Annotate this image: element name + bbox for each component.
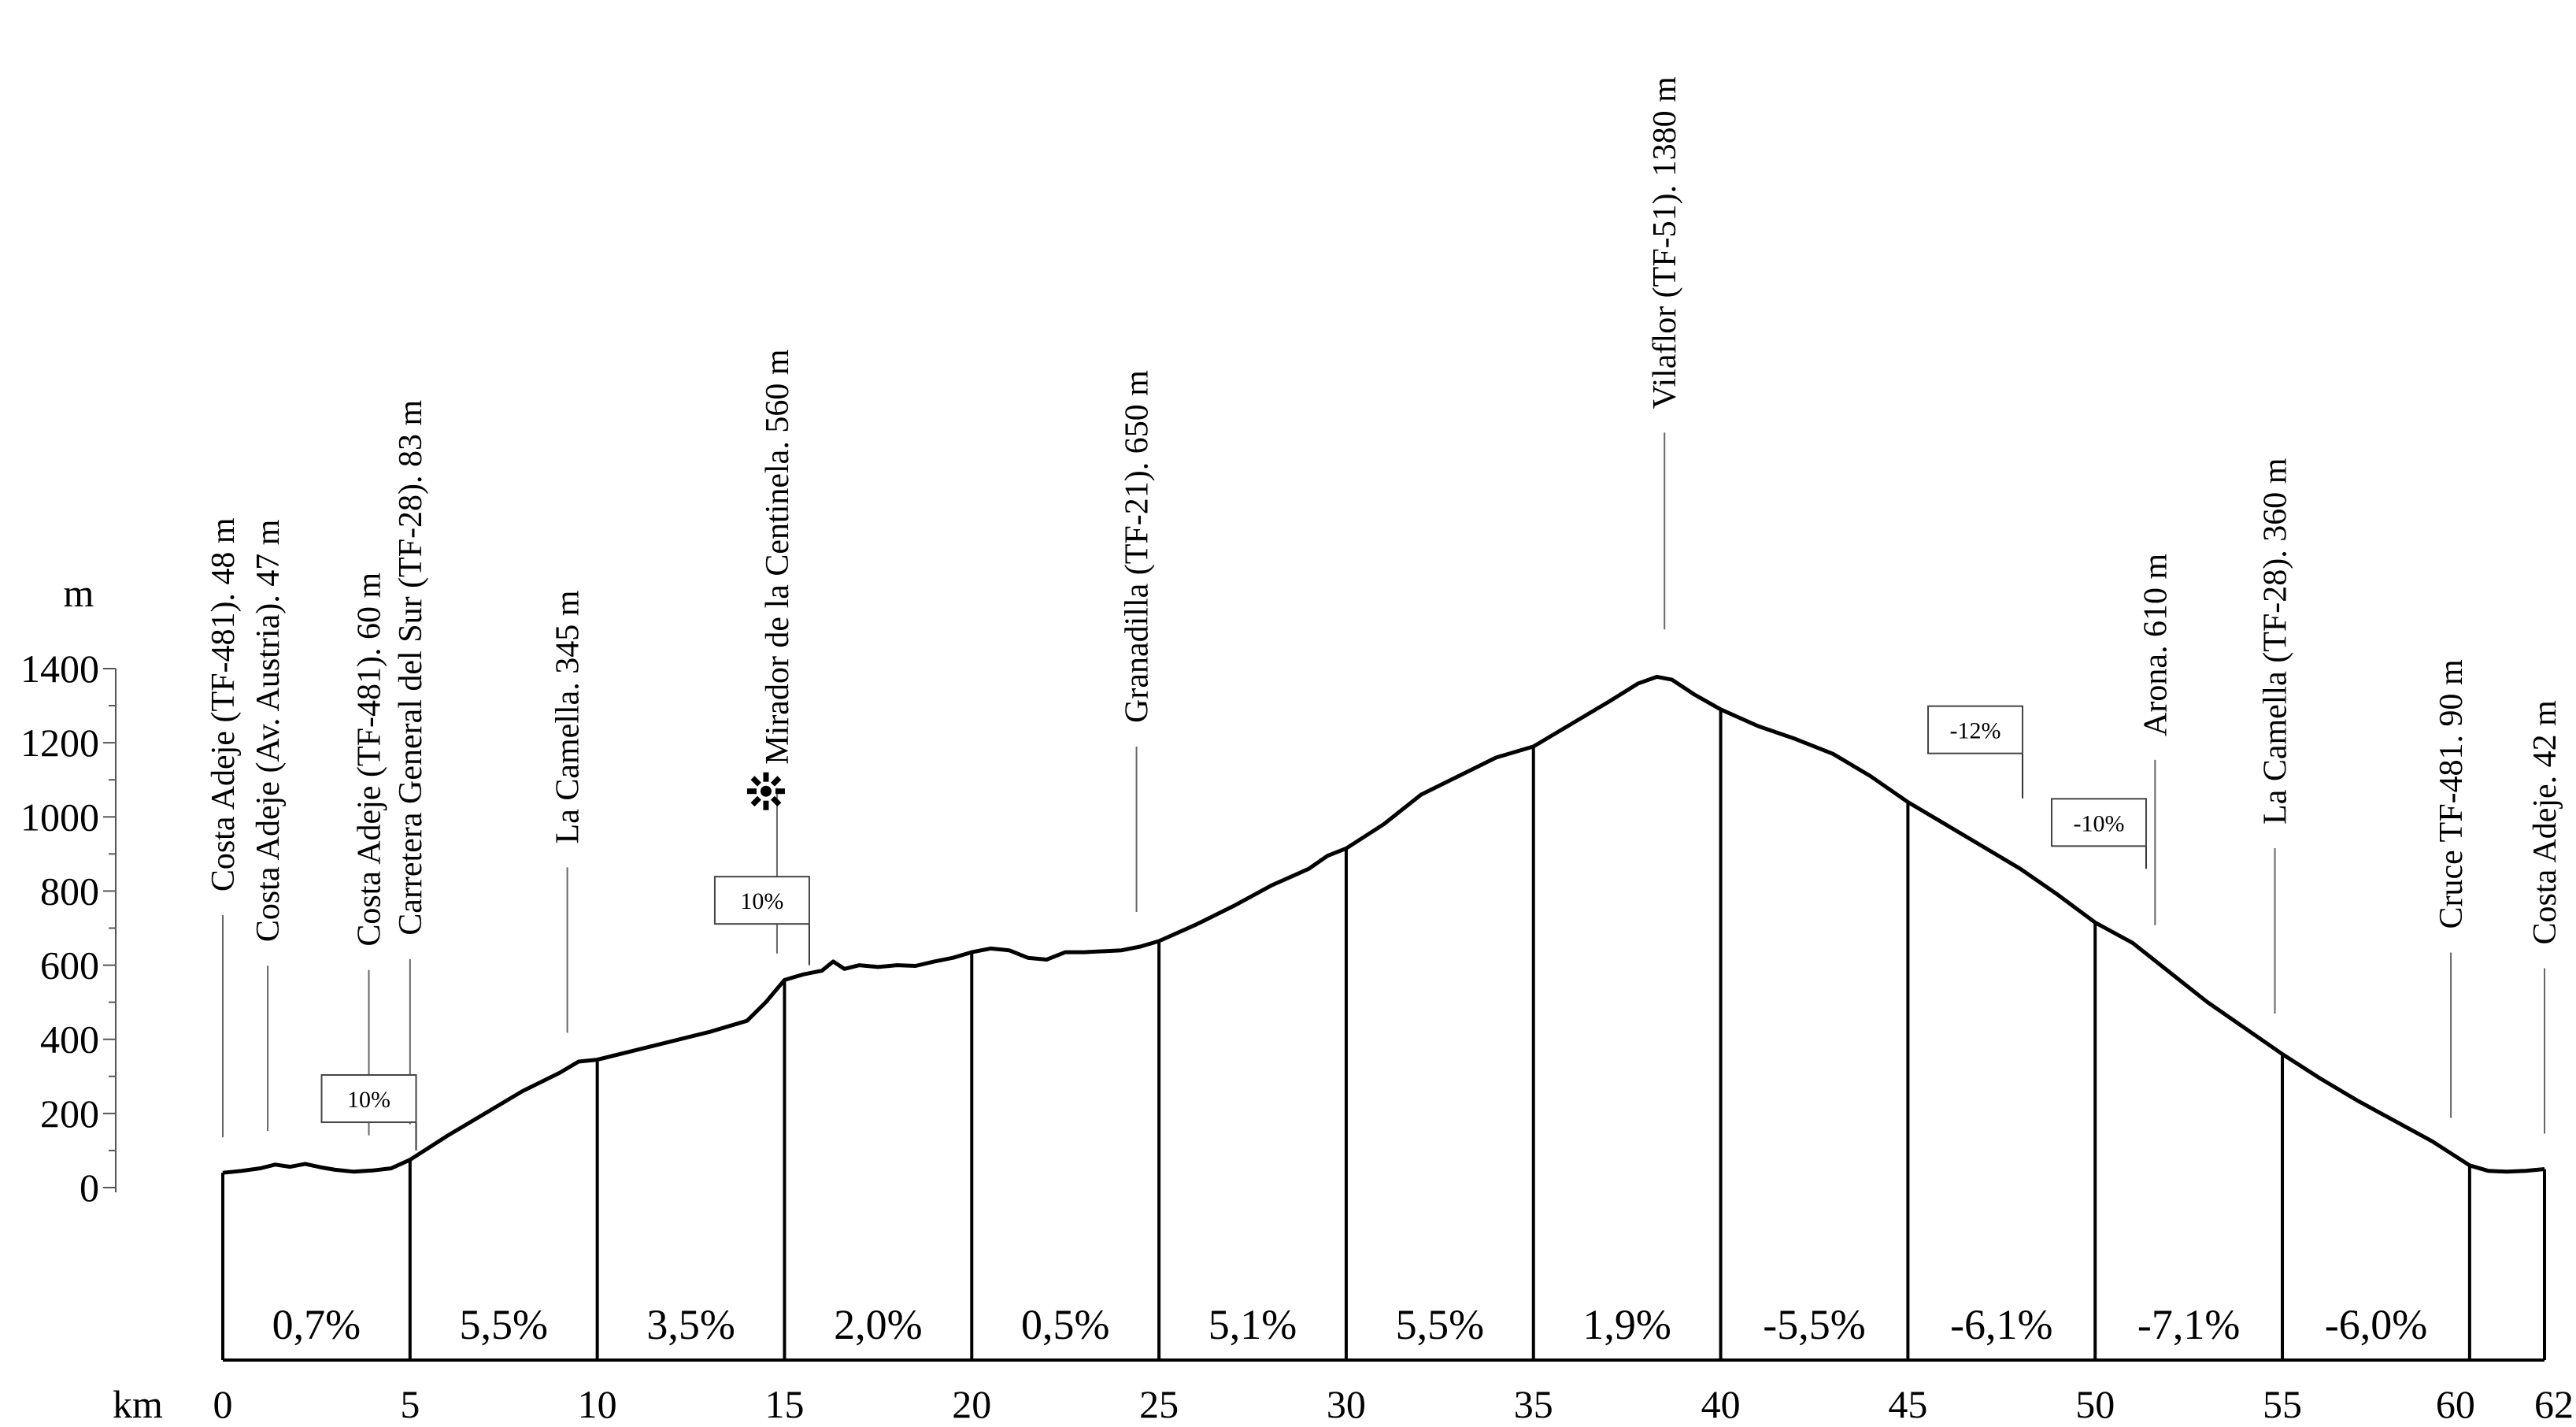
x-tick-label: 50 bbox=[2075, 1382, 2115, 1426]
waypoint-label: Cruce TF-481. 90 m bbox=[2434, 659, 2470, 929]
waypoint-label: Costa Adeje (TF-481). 60 m bbox=[352, 573, 388, 947]
waypoint-label: Granadilla (TF-21). 650 m bbox=[1120, 370, 1156, 723]
segment-grade-label: 3,5% bbox=[646, 1301, 735, 1348]
steep-marker-label: -10% bbox=[2073, 810, 2124, 836]
x-tick-label: 10 bbox=[578, 1382, 617, 1426]
segment-grade-label: 5,5% bbox=[459, 1301, 547, 1348]
waypoint-label: Arona. 610 m bbox=[2137, 553, 2174, 736]
y-tick-label: 1400 bbox=[20, 647, 99, 691]
segment-boundaries bbox=[221, 709, 2546, 1360]
y-axis-label: m bbox=[64, 571, 94, 615]
segment-grades: 0,7% 5,5% 3,5% 2,0% 0,5% 5,1% 5,5% 1,9% -5,5% -6,… bbox=[272, 1301, 2428, 1348]
waypoint-label: La Camella (TF-28). 360 m bbox=[2258, 458, 2294, 825]
segment-grade-label: -7,1% bbox=[2137, 1301, 2240, 1348]
x-tick-label: 20 bbox=[952, 1382, 991, 1426]
x-tick-label: 40 bbox=[1701, 1382, 1741, 1426]
segment-grade-label: 5,1% bbox=[1208, 1301, 1297, 1348]
segment-grade-label: 2,0% bbox=[834, 1301, 922, 1348]
y-tick-label: 400 bbox=[40, 1017, 99, 1062]
steep-marker-label: 10% bbox=[740, 888, 783, 914]
y-tick-label: 0 bbox=[80, 1166, 99, 1210]
steep-marker-box bbox=[320, 1074, 417, 1124]
x-tick-label: 5 bbox=[400, 1382, 420, 1426]
steep-marker-box bbox=[713, 876, 810, 925]
x-tick-label: 0 bbox=[213, 1382, 233, 1426]
axes: 0 200 400 600 800 1000 1200 1400 0 5 10 15 20 25 30 35 4… bbox=[20, 647, 2574, 1426]
waypoint-label: Costa Adeje (Av. Austria). 47 m bbox=[250, 519, 287, 942]
x-tick-label: 45 bbox=[1888, 1382, 1927, 1426]
segment-grade-label: -6,0% bbox=[2325, 1301, 2427, 1348]
viewpoint-icon-ray bbox=[770, 776, 782, 787]
y-tick-label: 1000 bbox=[20, 795, 99, 839]
x-tick-label: 55 bbox=[2263, 1382, 2302, 1426]
x-tick-label: 62 bbox=[2534, 1382, 2574, 1426]
steep-marker-label: -12% bbox=[1950, 718, 2001, 744]
segment-grade-label: 1,9% bbox=[1582, 1301, 1671, 1348]
viewpoint-icon-ray bbox=[750, 776, 761, 787]
viewpoint-icon bbox=[746, 772, 785, 810]
steep-marker-box bbox=[2050, 798, 2147, 847]
viewpoint-icon-center bbox=[760, 785, 772, 797]
waypoint-label: Vilaflor (TF-51). 1380 m bbox=[1647, 76, 1683, 409]
x-tick-label: 60 bbox=[2436, 1382, 2475, 1426]
segment-grade-label: 0,5% bbox=[1021, 1301, 1109, 1348]
x-tick-label: 35 bbox=[1514, 1382, 1553, 1426]
waypoint-label: La Camella. 345 m bbox=[550, 590, 587, 843]
steep-marker-label: 10% bbox=[347, 1087, 390, 1113]
x-tick-label: 30 bbox=[1327, 1382, 1366, 1426]
viewpoint-icon-ray bbox=[770, 795, 782, 807]
profile-line bbox=[222, 674, 2545, 1175]
y-tick-label: 800 bbox=[40, 869, 99, 913]
waypoint-label: Mirador de la Centinela. 560 m bbox=[760, 349, 796, 765]
viewpoint-icon-ray bbox=[750, 795, 761, 807]
y-tick-label: 600 bbox=[40, 943, 99, 988]
segment-grade-label: 5,5% bbox=[1396, 1301, 1484, 1348]
segment-grade-label: -6,1% bbox=[1950, 1301, 2052, 1348]
y-tick-label: 1200 bbox=[20, 721, 99, 765]
x-axis-label: km bbox=[113, 1382, 163, 1426]
y-tick-label: 200 bbox=[40, 1092, 99, 1136]
waypoint-label: Carretera General del Sur (TF-28). 83 m bbox=[393, 399, 429, 935]
waypoint-label: Costa Adeje (TF-481). 48 m bbox=[205, 517, 242, 891]
segment-grade-label: -5,5% bbox=[1763, 1301, 1865, 1348]
x-tick-label: 15 bbox=[764, 1382, 804, 1426]
waypoint-label: Costa Adeje. 42 m bbox=[2527, 700, 2563, 945]
steep-marker-box bbox=[1927, 705, 2024, 754]
x-tick-label: 25 bbox=[1139, 1382, 1179, 1426]
profile-series bbox=[222, 674, 2545, 1175]
segment-grade-label: 0,7% bbox=[272, 1301, 361, 1348]
waypoints: Costa Adeje (TF-481). 48 m Costa Adeje (A… bbox=[205, 76, 2563, 1138]
steep-markers: 10% 10% -12% -10% bbox=[320, 705, 2147, 1151]
